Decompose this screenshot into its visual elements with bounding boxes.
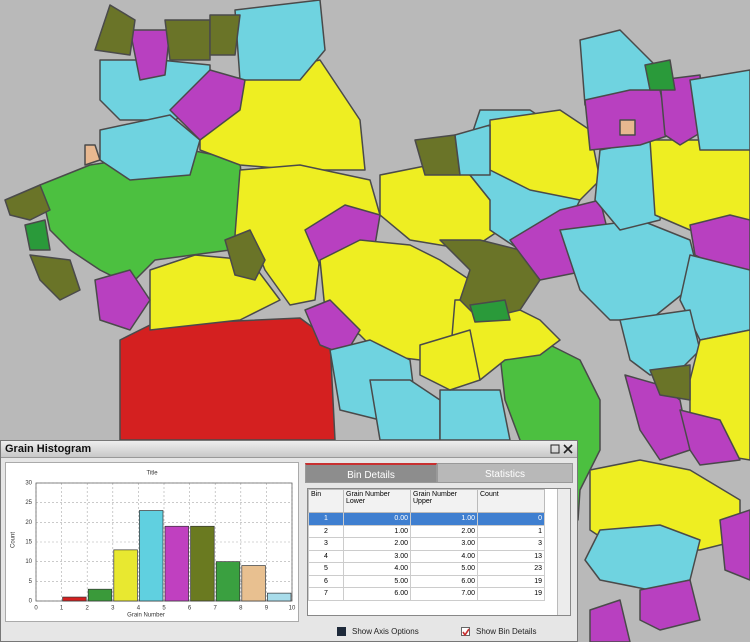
table-row[interactable]: 6 5.00 6.00 19 — [308, 574, 545, 588]
x-tick-label: 1 — [60, 606, 64, 612]
table-cell: 1 — [477, 524, 545, 538]
table-cell: 1 — [308, 512, 344, 526]
table-row[interactable]: 1 0.00 1.00 0 — [308, 512, 545, 526]
bar — [241, 565, 266, 602]
x-tick-label: 5 — [162, 606, 166, 612]
checkbox[interactable] — [461, 627, 470, 637]
table-cell: 7 — [308, 587, 344, 601]
details-pane: Bin Details Statistics Bin Grain Number L… — [305, 463, 575, 616]
grains — [4, 0, 750, 642]
x-axis-label: Grain Number — [127, 613, 165, 619]
x-tick-label: 3 — [111, 606, 115, 612]
x-tick-label: 7 — [214, 606, 218, 612]
table-cell: 3.00 — [343, 549, 411, 563]
y-tick-label: 20 — [25, 520, 32, 526]
bar — [113, 549, 138, 602]
bar — [267, 592, 292, 602]
table-cell: 2.00 — [343, 537, 411, 551]
checkbox-option[interactable]: Show Axis Options — [337, 627, 419, 637]
table-cell: 6.00 — [343, 587, 411, 601]
window-controls — [550, 444, 573, 454]
column-header: Grain Number Upper — [410, 489, 478, 513]
table-cell: 3 — [308, 537, 344, 551]
bar — [190, 525, 215, 602]
column-header: Grain Number Lower — [343, 489, 411, 513]
x-tick-label: 6 — [188, 606, 192, 612]
x-tick-label: 9 — [265, 606, 269, 612]
scrollbar[interactable] — [557, 489, 570, 615]
check-mark — [462, 628, 470, 637]
table-cell: 3.00 — [410, 537, 478, 551]
maximize-button[interactable] — [550, 444, 560, 454]
table-cell: 0.00 — [343, 512, 411, 526]
table-cell: 6.00 — [410, 574, 478, 588]
table-row[interactable]: 3 2.00 3.00 3 — [308, 537, 545, 551]
column-header: Count — [477, 489, 545, 513]
title-bar: Grain Histogram — [1, 441, 577, 458]
y-tick-label: 5 — [29, 579, 33, 585]
y-tick-label: 10 — [25, 559, 32, 565]
header-row: Bin Grain Number Lower Grain Number Upper C… — [308, 489, 545, 513]
x-tick-label: 8 — [239, 606, 243, 612]
column-header: Bin — [308, 489, 344, 513]
table-row[interactable]: 5 4.00 5.00 23 — [308, 562, 545, 576]
close-button[interactable] — [563, 444, 573, 454]
x-tick-label: 4 — [137, 606, 141, 612]
table-cell: 13 — [477, 549, 545, 563]
x-tick-label: 0 — [34, 606, 38, 612]
table-cell: 2.00 — [410, 524, 478, 538]
table-row[interactable]: 7 6.00 7.00 19 — [308, 587, 545, 601]
table-cell: 1.00 — [410, 512, 478, 526]
tab[interactable]: Bin Details — [305, 463, 437, 483]
table-cell: 1.00 — [343, 524, 411, 538]
table-cell: 5.00 — [410, 562, 478, 576]
table-cell: 23 — [477, 562, 545, 576]
plot-frame — [35, 482, 293, 602]
table-cell: 4.00 — [410, 549, 478, 563]
y-tick-label: 0 — [29, 599, 33, 605]
bar — [87, 588, 113, 602]
bar — [62, 596, 87, 602]
table-cell: 0 — [477, 512, 545, 526]
x-tick-label: 10 — [289, 606, 296, 612]
table-cell: 5 — [308, 562, 344, 576]
table-cell: 5.00 — [343, 574, 411, 588]
checkbox[interactable] — [337, 627, 346, 637]
checkbox-label: Show Axis Options — [352, 627, 419, 636]
bin-table: Bin Grain Number Lower Grain Number Upper C… — [307, 488, 571, 616]
table-row[interactable]: 2 1.00 2.00 1 — [308, 524, 545, 538]
table: Bin Grain Number Lower Grain Number Upper C… — [308, 489, 545, 601]
table-cell: 4.00 — [343, 562, 411, 576]
table-cell: 19 — [477, 587, 545, 601]
table-cell: 6 — [308, 574, 344, 588]
histogram-window: Grain Histogram Title Grain Number Count… — [0, 440, 578, 642]
window-title: Grain Histogram — [5, 443, 92, 455]
table-cell: 7.00 — [410, 587, 478, 601]
tab[interactable]: Statistics — [437, 463, 573, 483]
y-tick-label: 15 — [25, 540, 32, 546]
table-cell: 4 — [308, 549, 344, 563]
chart-title: Title — [146, 471, 158, 477]
table-row[interactable]: 4 3.00 4.00 13 — [308, 549, 545, 563]
y-tick-label: 30 — [25, 481, 32, 487]
bar — [139, 510, 164, 602]
bar — [215, 561, 241, 602]
table-cell: 2 — [308, 524, 344, 538]
table-cell: 3 — [477, 537, 545, 551]
table-cell: 19 — [477, 574, 545, 588]
table-body: 1 0.00 1.00 0 2 1.00 2.00 1 3 2.00 3.00 3 4 3.00 4.00 1… — [308, 512, 545, 601]
checkbox-option[interactable]: Show Bin Details — [461, 627, 537, 637]
bar — [164, 525, 189, 602]
x-tick-label: 2 — [86, 606, 90, 612]
y-tick-label: 25 — [25, 500, 32, 506]
checkbox-label: Show Bin Details — [476, 627, 537, 636]
y-axis-label: Count — [11, 532, 17, 548]
